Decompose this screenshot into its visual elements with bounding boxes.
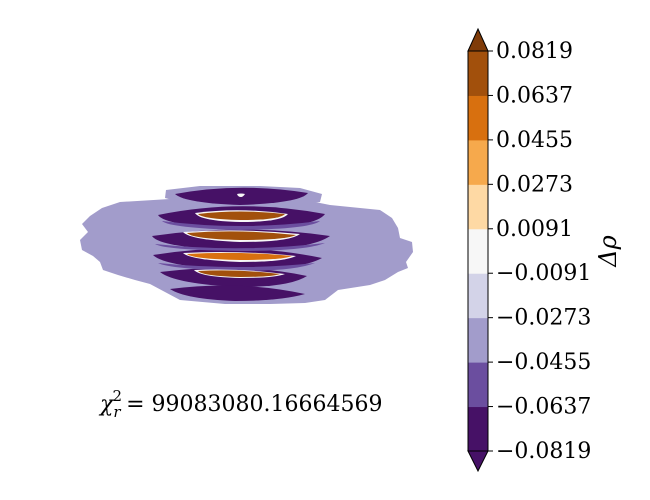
colorbar-tick-label: −0.0273 xyxy=(496,306,591,331)
colorbar-segment xyxy=(468,273,488,319)
chi-value: = 99083080.16664569 xyxy=(126,392,382,417)
colorbar-label: Δρ xyxy=(594,235,622,267)
colorbar-tick-label: −0.0819 xyxy=(496,439,591,464)
contour-positive-4-core xyxy=(198,270,280,277)
colorbar-segment xyxy=(468,406,488,452)
colorbar-outline xyxy=(467,50,489,452)
colorbar: 0.0819 0.0637 0.0455 0.0273 0.0091 −0.0091 −0.… xyxy=(467,27,591,473)
colorbar-tick-label: 0.0455 xyxy=(496,128,573,153)
colorbar-tick-label: 0.0819 xyxy=(496,39,573,64)
colorbar-segment xyxy=(468,184,488,230)
contour-edge-1 xyxy=(162,221,320,230)
chi-superscript: 2 xyxy=(113,387,123,405)
contour-edge-3 xyxy=(158,263,315,271)
chi-subscript: r xyxy=(113,403,121,421)
colorbar-tick-label: −0.0455 xyxy=(496,350,591,375)
colorbar-tick-label: −0.0637 xyxy=(496,395,591,420)
colorbar-segment xyxy=(468,362,488,408)
colorbar-tick-label: 0.0273 xyxy=(496,172,573,197)
contour-band-6 xyxy=(170,285,305,301)
colorbar-tick-label: 0.0637 xyxy=(496,83,573,108)
contour-positive-2-core xyxy=(187,231,296,240)
colorbar-tick-label: 0.0091 xyxy=(496,217,573,242)
contour-edge-2 xyxy=(155,243,325,251)
contour-positive-3-core xyxy=(187,252,292,260)
colorbar-extend-min xyxy=(467,450,489,473)
colorbar-segment xyxy=(468,228,488,274)
chi-symbol: χ xyxy=(98,392,115,417)
colorbar-segment xyxy=(468,95,488,141)
contour-positive-top xyxy=(237,193,245,197)
colorbar-segment xyxy=(468,51,488,96)
density-difference-contour-plot xyxy=(80,186,413,304)
colorbar-segment xyxy=(468,317,488,363)
colorbar-extend-max xyxy=(467,27,489,52)
colorbar-segment xyxy=(468,139,488,185)
colorbar-tick-label: −0.0091 xyxy=(496,261,591,286)
contour-positive-1-core xyxy=(198,211,285,220)
chi-squared-annotation: χr2 = 99083080.16664569 xyxy=(98,387,382,421)
